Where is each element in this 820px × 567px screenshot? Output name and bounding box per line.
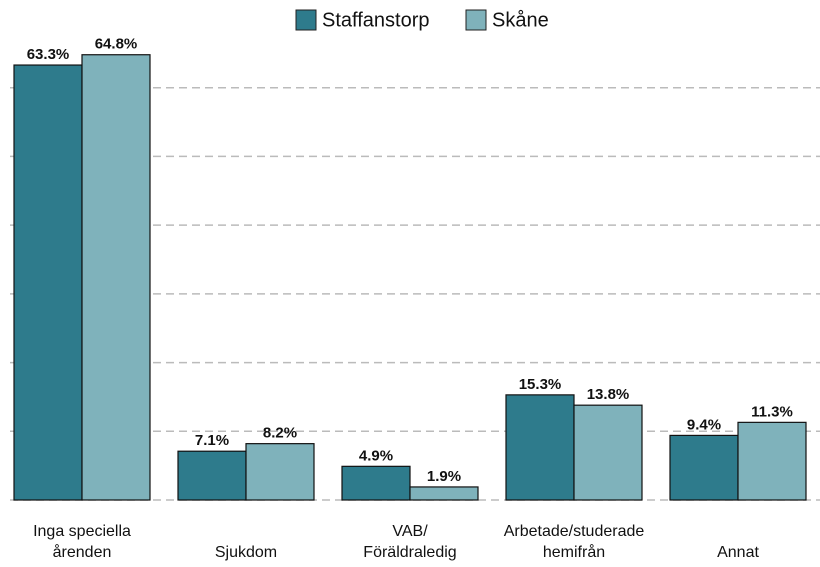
bar bbox=[573, 404, 643, 501]
bar bbox=[13, 64, 83, 501]
value-label: 4.9% bbox=[359, 447, 393, 464]
legend-swatch bbox=[295, 9, 317, 31]
legend-label: Skåne bbox=[492, 9, 549, 31]
value-label: 15.3% bbox=[519, 376, 562, 393]
value-label: 1.9% bbox=[427, 468, 461, 485]
value-label: 7.1% bbox=[195, 432, 229, 449]
bar bbox=[505, 394, 575, 501]
x-tick-label: Sjukdom bbox=[214, 544, 278, 561]
bar bbox=[341, 465, 411, 501]
x-tick-label: Inga speciella årenden bbox=[33, 523, 131, 561]
bar bbox=[81, 54, 151, 501]
bar bbox=[669, 434, 739, 501]
value-label: 63.3% bbox=[27, 46, 70, 63]
legend-swatch bbox=[465, 9, 487, 31]
value-label: 13.8% bbox=[587, 386, 630, 403]
value-label: 64.8% bbox=[95, 36, 138, 53]
value-label: 9.4% bbox=[687, 416, 721, 433]
value-label: 11.3% bbox=[751, 403, 793, 420]
x-tick-label: VAB/ Föräldraledig bbox=[363, 523, 457, 561]
value-label: 8.2% bbox=[263, 425, 297, 442]
bar bbox=[409, 486, 479, 501]
x-tick-label: Arbetade/studerade hemifrån bbox=[503, 523, 645, 561]
bar bbox=[737, 421, 807, 501]
bar bbox=[177, 450, 247, 501]
x-tick-label: Annat bbox=[717, 544, 759, 561]
bar bbox=[245, 443, 315, 501]
legend-label: Staffanstorp bbox=[322, 9, 429, 31]
